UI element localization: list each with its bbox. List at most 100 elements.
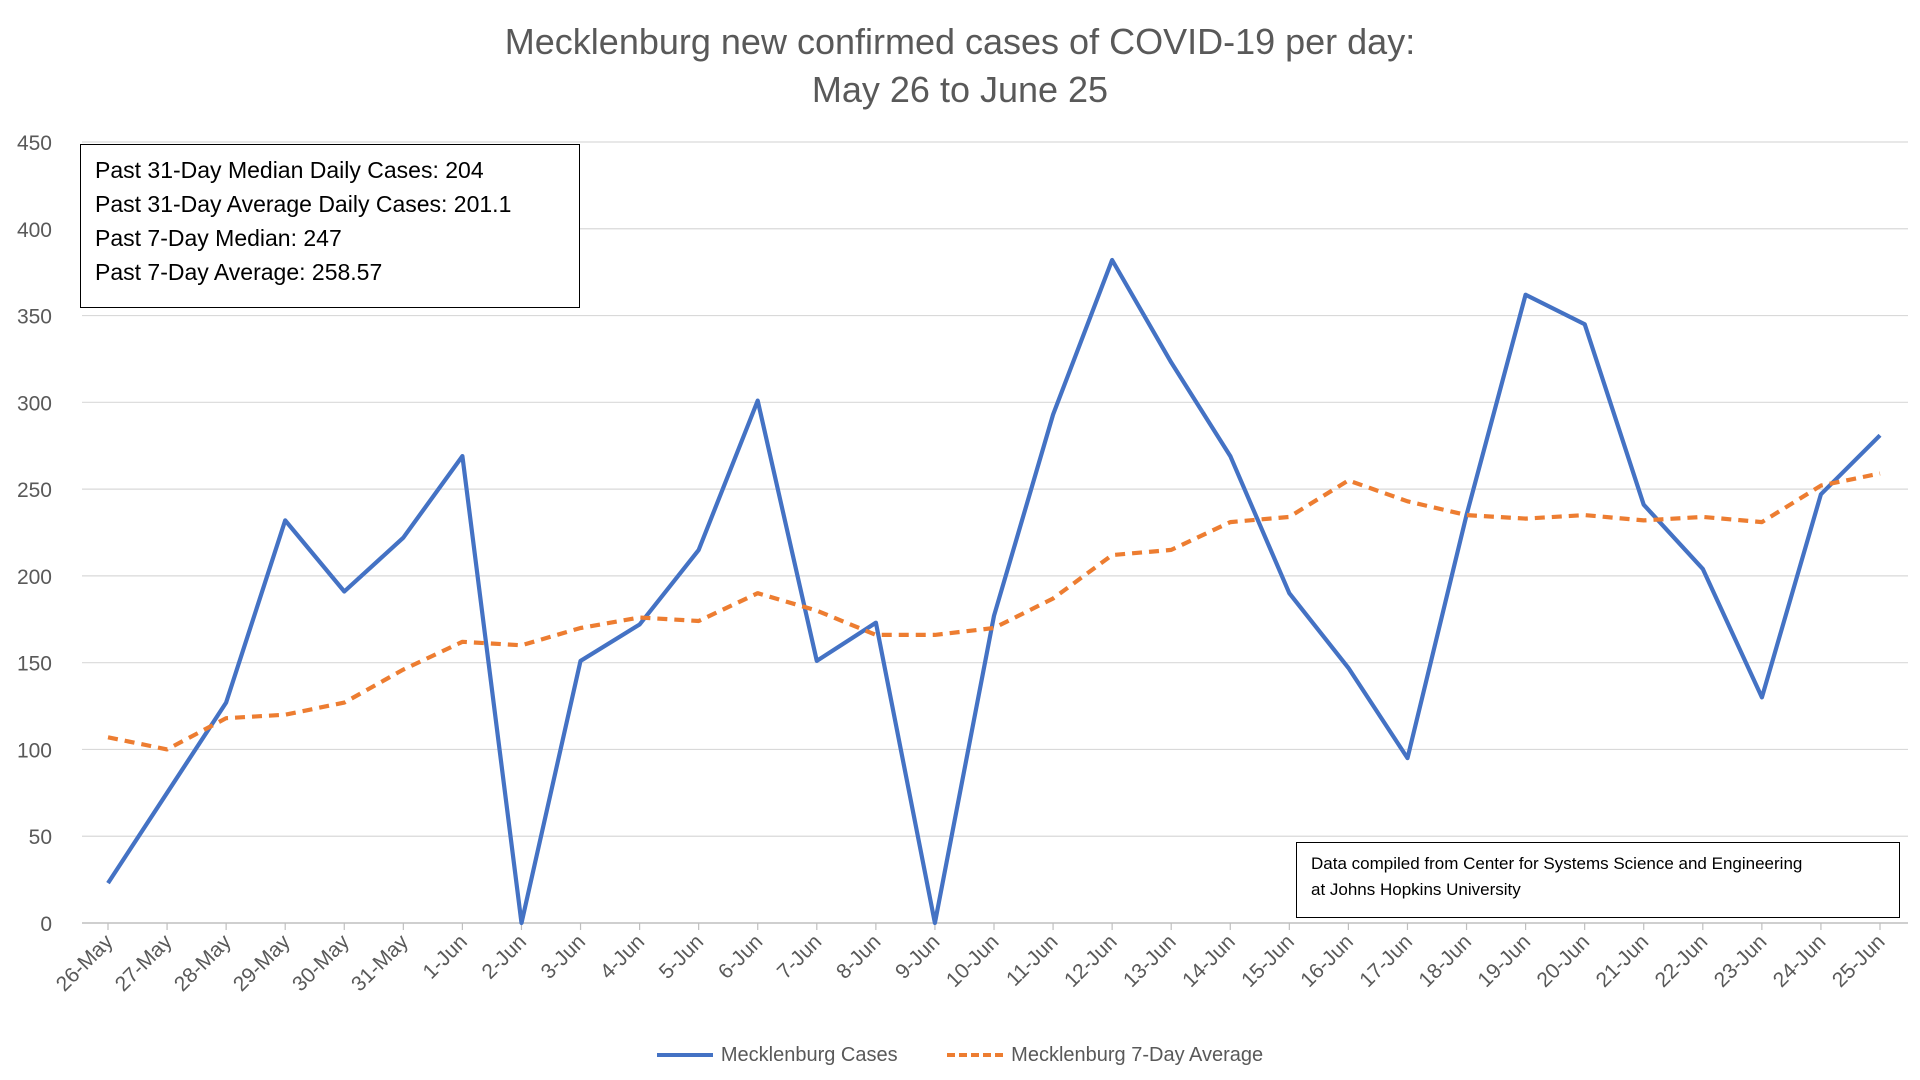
x-tick-label: 8-Jun — [832, 930, 885, 983]
data-point — [697, 619, 701, 623]
x-tick-label: 24-Jun — [1769, 930, 1831, 992]
data-point — [638, 616, 642, 620]
data-point — [519, 643, 523, 647]
data-point — [342, 590, 346, 594]
data-point — [756, 399, 760, 403]
y-tick-label: 450 — [17, 132, 52, 155]
x-tick-label: 31-May — [347, 930, 413, 996]
data-point — [283, 713, 287, 717]
data-point — [815, 659, 819, 663]
data-point — [1878, 471, 1882, 475]
y-tick-label: 100 — [17, 739, 52, 762]
x-tick-label: 5-Jun — [655, 930, 708, 983]
y-tick-label: 0 — [40, 913, 52, 936]
x-tick-label: 27-May — [111, 930, 177, 996]
x-tick-label: 7-Jun — [773, 930, 826, 983]
data-point — [106, 881, 110, 885]
y-tick-label: 250 — [17, 479, 52, 502]
data-point — [1287, 515, 1291, 519]
data-point — [1583, 513, 1587, 517]
series-line-7day-average — [107, 471, 1881, 752]
summary-stats-box: Past 31-Day Median Daily Cases: 204 Past… — [80, 144, 580, 308]
data-point — [519, 921, 523, 925]
stat-line: Past 7-Day Median: 247 — [95, 225, 342, 251]
data-point — [1642, 518, 1646, 522]
data-point — [1760, 520, 1764, 524]
data-point — [401, 668, 405, 672]
x-tick-label: 13-Jun — [1119, 930, 1181, 992]
data-point — [1346, 666, 1350, 670]
data-point — [1169, 548, 1173, 552]
y-axis-ticks: 0 50 100 150 200 250 300 350 400 450 — [17, 132, 52, 936]
x-tick-label: 28-May — [170, 930, 236, 996]
stat-line: Past 31-Day Median Daily Cases: 204 — [95, 157, 484, 183]
y-tick-label: 350 — [17, 306, 52, 329]
x-tick-label: 4-Jun — [596, 930, 649, 983]
chart-title: Mecklenburg new confirmed cases of COVID… — [504, 21, 1416, 62]
chart-subtitle: May 26 to June 25 — [811, 69, 1109, 110]
data-point — [401, 536, 405, 540]
data-point — [1405, 756, 1409, 760]
x-tick-label: 2-Jun — [478, 930, 531, 983]
x-tick-label: 26-May — [52, 930, 118, 996]
data-point — [165, 747, 169, 751]
x-tick-label: 29-May — [229, 930, 295, 996]
x-tick-label: 12-Jun — [1060, 930, 1122, 992]
data-point — [224, 701, 228, 705]
x-tick-label: 10-Jun — [942, 930, 1004, 992]
y-tick-label: 150 — [17, 653, 52, 676]
data-point — [460, 640, 464, 644]
x-tick-label: 21-Jun — [1592, 930, 1654, 992]
data-point — [1110, 258, 1114, 262]
x-tick-label: 20-Jun — [1533, 930, 1595, 992]
x-tick-label: 30-May — [288, 930, 354, 996]
legend-swatch-dashed-line — [947, 1053, 1004, 1057]
data-point — [1760, 695, 1764, 699]
data-point — [992, 626, 996, 630]
x-tick-label: 1-Jun — [419, 930, 472, 983]
data-point — [1228, 454, 1232, 458]
source-line: Data compiled from Center for Systems Sc… — [1311, 854, 1803, 873]
data-point — [342, 701, 346, 705]
data-point — [1169, 360, 1173, 364]
data-point — [874, 621, 878, 625]
series-lines — [106, 257, 1882, 926]
y-tick-label: 200 — [17, 566, 52, 589]
data-point — [1701, 515, 1705, 519]
legend-swatch-solid-line — [656, 1053, 713, 1057]
data-point — [1051, 412, 1055, 416]
data-point — [756, 591, 760, 595]
x-tick-label: 9-Jun — [891, 930, 944, 983]
x-tick-label: 23-Jun — [1710, 930, 1772, 992]
data-point — [1819, 492, 1823, 496]
x-tick-label: 17-Jun — [1355, 930, 1417, 992]
legend-label: Mecklenburg Cases — [720, 1043, 898, 1066]
data-point — [224, 716, 228, 720]
legend-item-cases: Mecklenburg Cases — [656, 1043, 898, 1067]
data-point — [992, 614, 996, 618]
legend-item-7day-average: Mecklenburg 7-Day Average — [947, 1044, 1263, 1067]
stat-line: Past 7-Day Average: 258.57 — [95, 259, 383, 285]
data-point — [1524, 293, 1528, 297]
data-point — [1110, 553, 1114, 557]
x-tick-label: 18-Jun — [1414, 930, 1476, 992]
data-point — [1701, 567, 1705, 571]
x-tick-label: 25-Jun — [1828, 930, 1890, 992]
x-tick-label: 14-Jun — [1178, 930, 1240, 992]
x-tick-label: 15-Jun — [1237, 930, 1299, 992]
data-point — [933, 633, 937, 637]
x-tick-label: 11-Jun — [1002, 930, 1063, 991]
data-point — [933, 921, 937, 925]
x-tick-label: 6-Jun — [714, 930, 767, 983]
data-point — [1819, 484, 1823, 488]
data-point — [579, 626, 583, 630]
series-line-cases — [106, 257, 1882, 926]
legend-label: Mecklenburg 7-Day Average — [1011, 1043, 1264, 1066]
data-point — [1346, 478, 1350, 482]
y-tick-label: 300 — [17, 392, 52, 415]
gridlines — [82, 141, 1908, 924]
data-source-box: Data compiled from Center for Systems Sc… — [1296, 842, 1900, 918]
data-point — [697, 548, 701, 552]
